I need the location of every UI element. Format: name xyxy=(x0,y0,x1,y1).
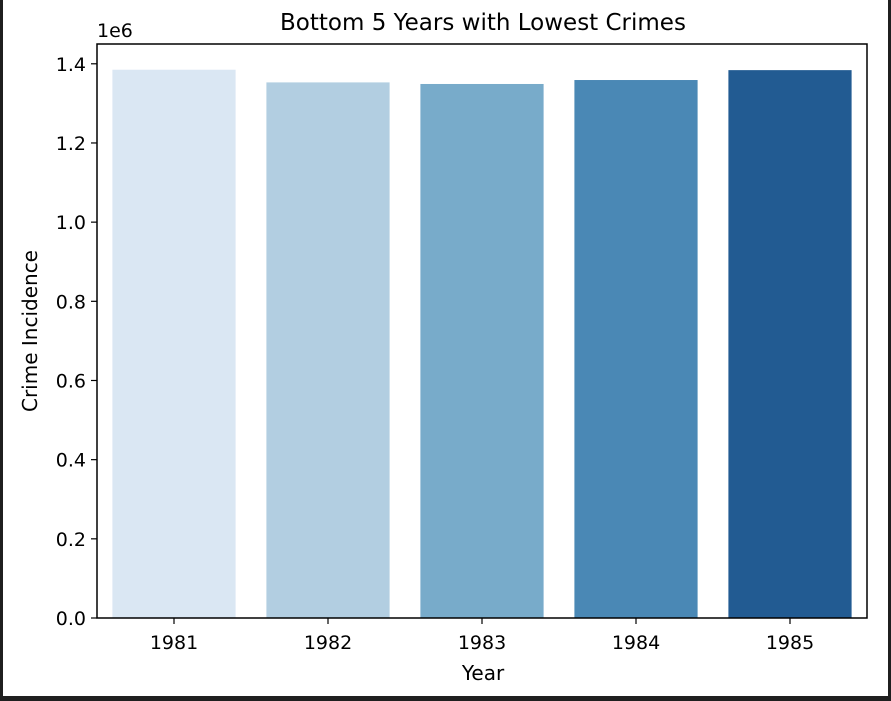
chart-title: Bottom 5 Years with Lowest Crimes xyxy=(280,10,686,36)
x-tick-label: 1982 xyxy=(304,632,352,654)
x-axis-label: Year xyxy=(461,661,505,685)
x-tick-label: 1984 xyxy=(612,632,660,654)
y-tick-label: 0.0 xyxy=(56,608,86,630)
y-tick-label: 0.8 xyxy=(56,291,86,313)
y-tick-label: 1.0 xyxy=(56,212,86,234)
y-axis-label: Crime Incidence xyxy=(18,250,42,412)
y-tick-label: 0.6 xyxy=(56,370,86,392)
bar-1983 xyxy=(420,83,544,619)
x-tick-label: 1981 xyxy=(150,632,198,654)
bar-chart: Bottom 5 Years with Lowest Crimes 1e6 0.… xyxy=(18,10,868,685)
y-offset-label: 1e6 xyxy=(97,20,133,42)
y-ticks-group: 0.0 0.2 0.4 0.6 0.8 1.0 1.2 1.4 xyxy=(56,54,97,630)
y-tick-label: 0.2 xyxy=(56,529,86,551)
chart-frame: Bottom 5 Years with Lowest Crimes 1e6 0.… xyxy=(3,0,888,696)
x-tick-label: 1983 xyxy=(458,632,506,654)
bar-1985 xyxy=(728,70,852,619)
bar-1982 xyxy=(266,82,390,618)
bar-1984 xyxy=(574,80,698,619)
y-tick-label: 1.4 xyxy=(56,54,86,76)
x-tick-label: 1985 xyxy=(766,632,814,654)
bars-group xyxy=(112,69,852,619)
x-ticks-group: 1981 1982 1983 1984 1985 xyxy=(150,618,814,654)
y-tick-label: 1.2 xyxy=(56,133,86,155)
plot-frame xyxy=(96,43,868,619)
bar-1981 xyxy=(112,69,236,619)
y-tick-label: 0.4 xyxy=(56,450,86,472)
